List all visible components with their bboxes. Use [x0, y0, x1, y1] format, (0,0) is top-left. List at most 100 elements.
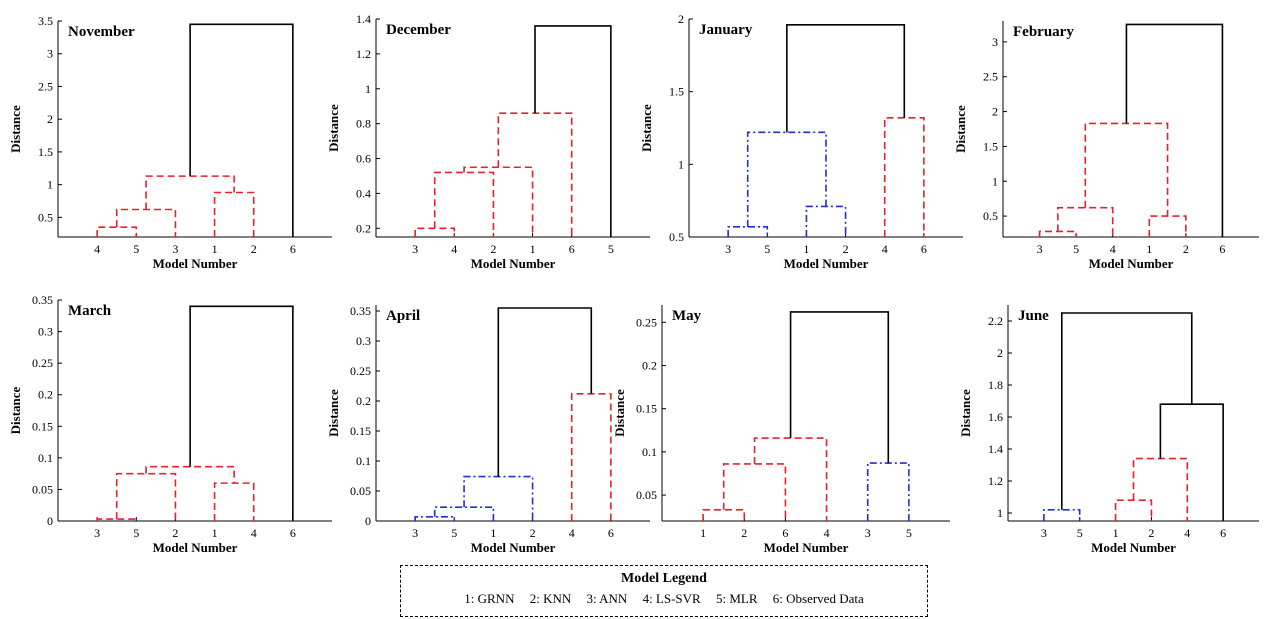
y-tick-label: 1.5	[983, 139, 998, 153]
y-tick-label: 1.4	[988, 442, 1003, 456]
y-tick-label: 0.15	[32, 419, 53, 433]
y-tick-label: 0.2	[356, 221, 371, 235]
y-tick-label: 1.5	[38, 145, 53, 159]
dendrogram-link	[1148, 215, 1187, 237]
y-tick-label: 0.6	[356, 152, 371, 166]
y-tick-label: 0.3	[38, 325, 53, 339]
x-tick-label: 4	[569, 526, 575, 540]
x-tick-label: 2	[251, 242, 257, 256]
x-tick-label: 6	[569, 242, 575, 256]
dendrogram-link	[414, 227, 456, 237]
y-axis-label: Distance	[639, 104, 654, 152]
y-tick-label: 1	[992, 174, 998, 188]
x-tick-label: 6	[608, 526, 614, 540]
dendrogram-panel-january: 0.5 1 1.5 2 3 5 1 2 4 6 Model Number Distance Januar…	[639, 12, 963, 271]
x-tick-label: 1	[700, 526, 706, 540]
y-tick-label: 1.2	[356, 47, 371, 61]
x-tick-label: 4	[1110, 242, 1116, 256]
y-tick-label: 3	[47, 47, 53, 61]
x-tick-label: 1	[212, 526, 218, 540]
dendrogram-link	[746, 131, 827, 227]
x-tick-label: 5	[133, 526, 139, 540]
dendrogram-panel-june: 1 1.2 1.4 1.6 1.8 2 2.2 3 5 1 2 4 6 Model Number Dista…	[958, 305, 1259, 555]
y-tick-label: 2.2	[988, 314, 1003, 328]
dendrogram-link	[1057, 206, 1114, 237]
x-tick-label: 3	[412, 242, 418, 256]
legend-item-ls-svr: 4: LS-SVR	[642, 591, 701, 606]
y-tick-label: 0.5	[669, 230, 684, 244]
dendrogram-link	[722, 463, 787, 521]
x-tick-label: 5	[133, 242, 139, 256]
dendrogram-link	[433, 506, 495, 521]
dendrogram-link	[463, 166, 534, 237]
dendrogram-link	[1084, 122, 1169, 217]
dendrogram-link	[115, 472, 177, 521]
y-axis-label: Distance	[953, 105, 968, 153]
y-tick-label: 1	[365, 82, 371, 96]
dendrogram-panel-november: 0.5 1 1.5 2 2.5 3 3.5 4 5 3 1 2 6 Model Number Distanc…	[8, 14, 332, 271]
x-tick-label: 3	[1041, 526, 1047, 540]
y-tick-label: 2.5	[983, 70, 998, 84]
x-tick-label: 4	[94, 242, 100, 256]
x-tick-label: 1	[490, 526, 496, 540]
dendrogram-link	[96, 518, 138, 521]
x-tick-label: 1	[803, 242, 809, 256]
legend-item-ann: 3: ANN	[586, 591, 628, 606]
y-tick-label: 0.05	[350, 484, 371, 498]
x-tick-label: 3	[172, 242, 178, 256]
dendrogram-link	[1060, 312, 1193, 510]
dendrogram-link	[433, 171, 495, 237]
x-tick-label: 3	[725, 242, 731, 256]
panel-title: April	[386, 308, 420, 324]
legend-title: Model Legend	[621, 571, 707, 586]
y-tick-label: 2	[992, 105, 998, 119]
dendrogram-link	[702, 508, 746, 521]
y-tick-label: 0.3	[356, 334, 371, 348]
y-tick-label: 1	[678, 157, 684, 171]
dendrogram-panel-february: 0.5 1 1.5 2 2.5 3 3 5 4 1 2 6 Model Number Distance Fe…	[953, 21, 1259, 271]
dendrogram-link	[1043, 509, 1081, 521]
x-axis-label: Model Number	[764, 540, 849, 555]
y-tick-label: 1	[47, 178, 53, 192]
y-tick-label: 0	[365, 514, 371, 528]
x-tick-label: 5	[1073, 242, 1079, 256]
x-tick-label: 5	[1077, 526, 1083, 540]
legend-item-mlr: 5: MLR	[715, 591, 758, 606]
x-tick-label: 2	[172, 526, 178, 540]
y-tick-label: 1	[997, 506, 1003, 520]
x-tick-label: 4	[251, 526, 257, 540]
legend-item-knn: 2: KNN	[529, 591, 572, 606]
x-tick-label: 1	[212, 242, 218, 256]
y-tick-label: 0.2	[356, 394, 371, 408]
x-tick-label: 4	[882, 242, 888, 256]
x-tick-label: 6	[782, 526, 788, 540]
y-tick-label: 0.5	[38, 210, 53, 224]
x-tick-label: 6	[1220, 526, 1226, 540]
x-tick-label: 5	[764, 242, 770, 256]
panel-title: February	[1013, 24, 1074, 40]
dendrogram-link	[1125, 23, 1224, 237]
dendrogram-link	[189, 305, 294, 521]
y-tick-label: 0.25	[636, 315, 657, 329]
dendrogram-link	[1038, 230, 1077, 237]
x-tick-label: 1	[1113, 526, 1119, 540]
x-axis-label: Model Number	[1091, 540, 1176, 555]
x-axis-label: Model Number	[153, 540, 238, 555]
y-axis-label: Distance	[326, 104, 341, 152]
y-tick-label: 0.35	[32, 293, 53, 307]
x-axis-label: Model Number	[153, 256, 238, 271]
dendrogram-link	[463, 475, 534, 521]
dendrogram-link	[213, 191, 255, 237]
dendrogram-link	[866, 462, 910, 521]
dendrogram-link	[189, 23, 294, 237]
x-tick-label: 5	[906, 526, 912, 540]
dendrogram-link	[789, 311, 890, 464]
x-axis-label: Model Number	[471, 540, 556, 555]
dendrogram-link	[1114, 499, 1153, 521]
y-tick-label: 2	[997, 346, 1003, 360]
x-tick-label: 3	[94, 526, 100, 540]
x-tick-label: 4	[451, 242, 457, 256]
x-tick-label: 2	[1148, 526, 1154, 540]
y-axis-label: Distance	[8, 386, 23, 434]
